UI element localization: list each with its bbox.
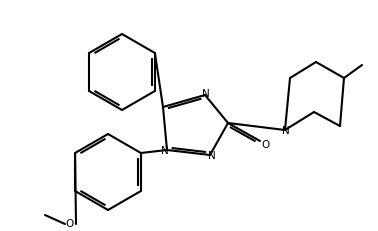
Text: O: O [262,140,270,150]
Text: N: N [208,151,216,161]
Text: N: N [161,146,169,156]
Text: O: O [66,219,74,229]
Text: N: N [282,126,290,136]
Text: N: N [202,89,210,99]
